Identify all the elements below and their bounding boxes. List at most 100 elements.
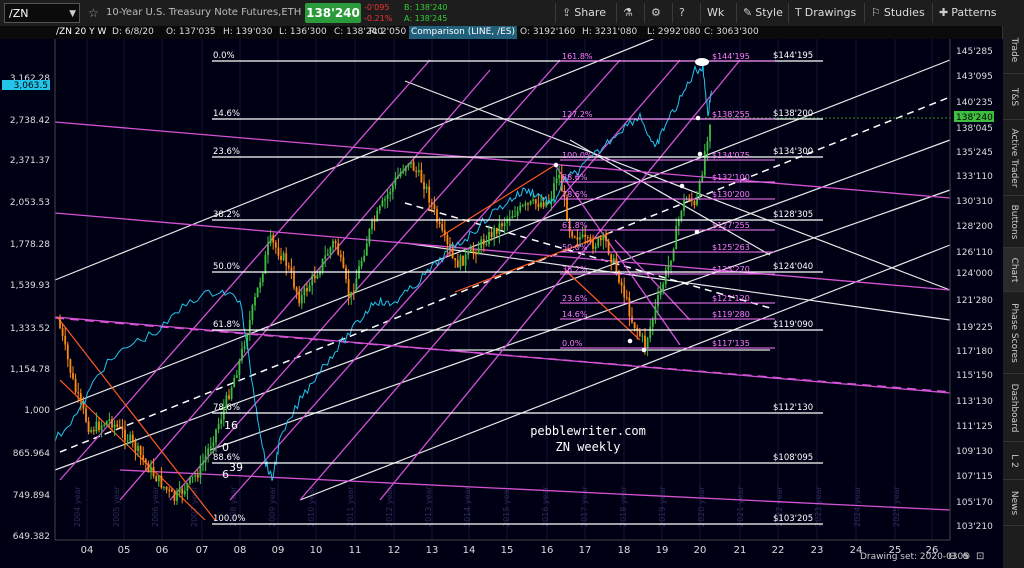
style-label: Style: [755, 6, 783, 19]
flask-button[interactable]: ⚗: [616, 3, 642, 23]
x-axis-label: 06: [156, 545, 169, 556]
sidebar-tab-l2[interactable]: L 2: [1003, 442, 1024, 480]
peak-marker: [695, 58, 709, 66]
x-axis-label: 08: [234, 545, 247, 556]
candle-body: [438, 222, 441, 224]
share-button[interactable]: ⇪ Share: [555, 3, 613, 23]
dashed-trendline: [59, 96, 951, 453]
right-axis-label: 126'110: [956, 248, 993, 258]
zoom-in-button[interactable]: ⊕: [962, 551, 971, 562]
tab-label: L 2: [1008, 453, 1019, 468]
fib-small-pct: 14.6%: [562, 310, 588, 319]
candle-body: [402, 171, 405, 173]
timeframe-button[interactable]: Wk: [700, 3, 734, 23]
year-label: 2006 year: [151, 486, 160, 527]
chevron-down-icon[interactable]: ▼: [69, 9, 76, 19]
drawing-set-status: Drawing set: 2020-0305: [860, 552, 969, 562]
candle-body: [477, 248, 480, 255]
candle-body: [709, 124, 711, 142]
drawings-button[interactable]: T Drawings: [788, 3, 862, 23]
candle-body: [516, 210, 519, 216]
candle-body: [178, 488, 181, 493]
year-label: 2007 year: [190, 486, 199, 527]
candle-body: [623, 285, 626, 298]
fib-small-price: $125'263: [712, 243, 750, 252]
sidebar-tab-dashboard[interactable]: Dashboard: [1003, 374, 1024, 442]
annotation-label: 6: [222, 468, 229, 481]
x-axis-label: 15: [501, 545, 514, 556]
candle-body: [407, 163, 410, 167]
magenta-trendline: [119, 469, 951, 511]
tab-label: Active Trader: [1008, 127, 1019, 188]
candle-body: [66, 344, 69, 360]
candle-body: [61, 328, 64, 336]
zoom-out-button[interactable]: ⊖: [948, 551, 957, 562]
symbol-selector[interactable]: /ZN ▼: [4, 3, 80, 23]
magenta-trendline: [54, 212, 951, 291]
candle-body: [589, 237, 592, 241]
candle-body: [157, 475, 160, 482]
settings-button[interactable]: ⚙: [644, 3, 670, 23]
candle-body: [532, 199, 535, 201]
fib-small-price: $144'195: [712, 52, 750, 61]
candle-body: [592, 240, 594, 249]
fib-small-pct: 0.0%: [562, 339, 583, 348]
candle-body: [529, 200, 532, 205]
candle-body: [553, 183, 555, 199]
fib-big-pct: 14.6%: [213, 109, 240, 119]
tab-label: Buttons: [1008, 204, 1019, 239]
candle-body: [498, 223, 501, 234]
style-button[interactable]: ✎ Style: [736, 3, 786, 23]
candle-body: [482, 239, 485, 245]
year-label: 2020 year: [697, 486, 706, 527]
candle-body: [274, 242, 277, 248]
candle-body: [92, 429, 95, 432]
fit-button[interactable]: ⊡: [976, 551, 985, 562]
bid-value: B: 138'240: [404, 3, 448, 12]
right-axis-label: 113'130: [956, 397, 993, 407]
candle-body: [337, 243, 340, 255]
candle-body: [298, 291, 301, 304]
candle-body: [293, 272, 295, 288]
x-axis-label: 17: [579, 545, 592, 556]
sidebar-tab-active-trader[interactable]: Active Trader: [1003, 120, 1024, 196]
fib-small-price: $138'255: [712, 110, 750, 119]
help-button[interactable]: ?: [672, 3, 698, 23]
candle-body: [485, 244, 488, 246]
price-chart[interactable]: 2004 year 2005 year 2006 year 2007 year 2008…: [0, 39, 1003, 568]
fib-big-pct: 50.0%: [213, 262, 240, 272]
year-label: 2015 year: [502, 486, 511, 527]
studies-button[interactable]: ⚐ Studies: [864, 3, 930, 23]
x-axis-label: 16: [541, 545, 554, 556]
sidebar-tab-ts[interactable]: T&S: [1003, 74, 1024, 120]
year-label: 2014 year: [463, 486, 472, 527]
sidebar-tab-news[interactable]: News: [1003, 480, 1024, 526]
sidebar-tab-chart[interactable]: Chart: [1003, 248, 1024, 292]
candle-body: [651, 318, 654, 327]
fib-big-pct: 78.6%: [213, 403, 240, 413]
candle-body: [118, 426, 121, 428]
sidebar-tab-buttons[interactable]: Buttons: [1003, 196, 1024, 248]
candle-body: [480, 239, 483, 249]
right-axis-label: 138'045: [956, 124, 993, 134]
left-axis-label: 1,778.28: [10, 240, 50, 250]
star-icon[interactable]: ☆: [88, 6, 99, 20]
candle-body: [618, 271, 620, 283]
candle-body: [514, 215, 516, 217]
fib-big-price: $144'195: [773, 51, 813, 61]
comparison-label[interactable]: Comparison (LINE, /ES): [409, 26, 518, 39]
sidebar-tab-trade[interactable]: Trade: [1003, 26, 1024, 74]
pivot-marker: [695, 115, 701, 121]
right-axis-label: 119'225: [956, 323, 993, 333]
candle-body: [100, 425, 103, 431]
sidebar-tab-phase-scores[interactable]: Phase Scores: [1003, 292, 1024, 374]
patterns-button[interactable]: ✚ Patterns: [932, 3, 1000, 23]
right-axis-label: 135'245: [956, 148, 993, 158]
candle-body: [537, 203, 540, 207]
right-axis-label: 140'235: [956, 98, 993, 108]
candle-body: [425, 186, 428, 190]
orange-trendline: [564, 269, 641, 341]
fib-big-pct: 88.6%: [213, 453, 240, 463]
candle-body: [126, 440, 129, 442]
right-sidebar: Trade T&S Active Trader Buttons Chart Ph…: [1002, 26, 1024, 568]
